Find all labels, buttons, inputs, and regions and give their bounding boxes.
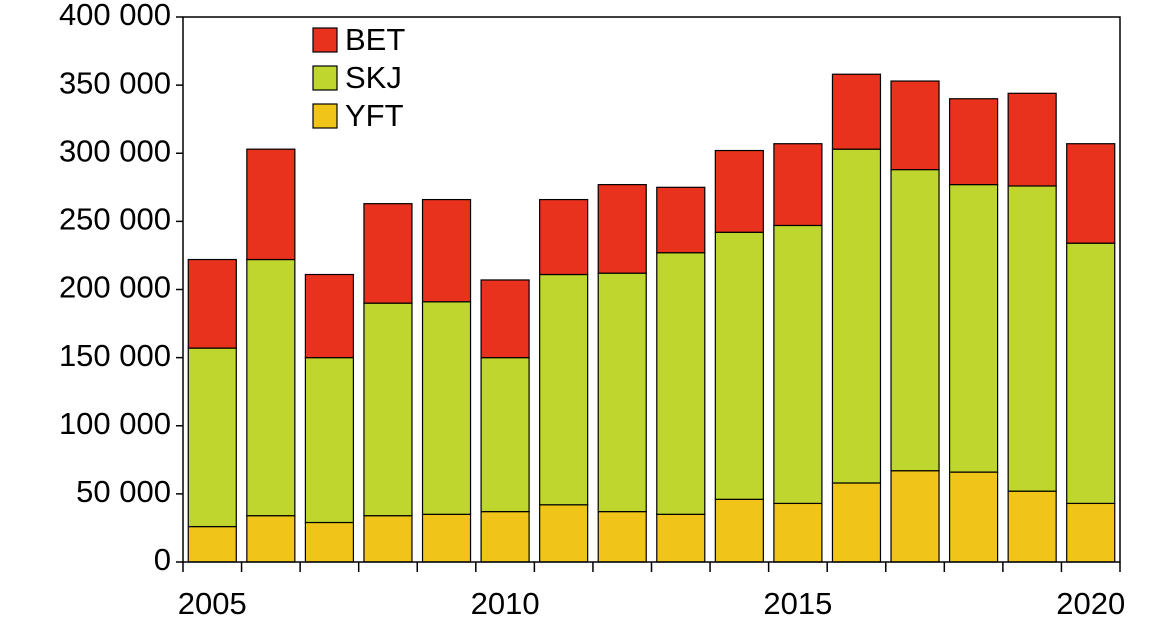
bar-segment [363, 203, 413, 304]
bar-segment [831, 482, 882, 563]
y-tick-label: 350 000 [59, 65, 171, 100]
bar-segment [1066, 502, 1116, 563]
bar-segment [773, 224, 823, 505]
legend-label: BET [345, 22, 405, 57]
bar-segment [421, 198, 472, 303]
bar-segment [890, 169, 940, 472]
bar-segment [773, 502, 823, 563]
bar-segment [1007, 490, 1057, 563]
y-tick-label: 400 000 [59, 0, 171, 32]
legend-swatch [312, 103, 338, 129]
bar-segment [421, 513, 472, 563]
bar-segment [539, 504, 589, 563]
legend-swatch [312, 27, 338, 53]
bar-segment [480, 510, 530, 563]
bar-segment [480, 279, 530, 359]
x-tick-label: 2015 [763, 586, 832, 621]
bar-segment [890, 470, 940, 563]
bar-segment [597, 272, 647, 513]
bar-segment [187, 525, 237, 563]
y-tick-label: 0 [154, 542, 171, 577]
legend-label: SKJ [345, 60, 402, 95]
bar-segment [890, 80, 940, 171]
plot-frame [182, 16, 1121, 563]
bar-segment [1007, 185, 1057, 492]
legend-swatch [312, 65, 338, 91]
bar-segment [539, 198, 589, 276]
bar-segment [831, 73, 882, 150]
bar-segment [421, 301, 472, 515]
bar-segment [304, 273, 355, 359]
bar-segment [246, 258, 296, 517]
bar-segment [948, 98, 999, 186]
bar-segment [1066, 143, 1116, 244]
bar-segment [363, 515, 413, 563]
bar-segment [773, 143, 823, 227]
bar-segment [656, 513, 706, 563]
bar-segment [246, 515, 296, 563]
bar-segment [1066, 242, 1116, 505]
bar-segment [246, 148, 296, 261]
bar-segment [656, 252, 706, 515]
bar-segment [1007, 92, 1057, 187]
bar-segment [714, 231, 764, 500]
x-tick-label: 2010 [471, 586, 540, 621]
bar-segment [831, 148, 882, 484]
bar-segment [304, 521, 355, 563]
x-tick-label: 2020 [1056, 586, 1125, 621]
bar-segment [597, 183, 647, 274]
bar-segment [363, 302, 413, 517]
bar-segment [480, 357, 530, 513]
bar-segment [948, 183, 999, 473]
bar-segment [539, 273, 589, 506]
bar-segment [714, 149, 764, 233]
bar-segment [948, 471, 999, 563]
y-tick-label: 100 000 [59, 406, 171, 441]
y-tick-label: 50 000 [76, 474, 171, 509]
y-tick-label: 300 000 [59, 133, 171, 168]
y-tick-label: 150 000 [59, 338, 171, 373]
bar-segment [304, 357, 355, 524]
bar-segment [656, 186, 706, 254]
y-tick-label: 250 000 [59, 202, 171, 237]
bar-segment [597, 510, 647, 563]
legend-label: YFT [345, 98, 404, 133]
x-tick-label: 2005 [178, 586, 247, 621]
y-tick-label: 200 000 [59, 270, 171, 305]
bar-segment [187, 347, 237, 528]
bar-segment [187, 258, 237, 349]
bar-segment [714, 498, 764, 563]
